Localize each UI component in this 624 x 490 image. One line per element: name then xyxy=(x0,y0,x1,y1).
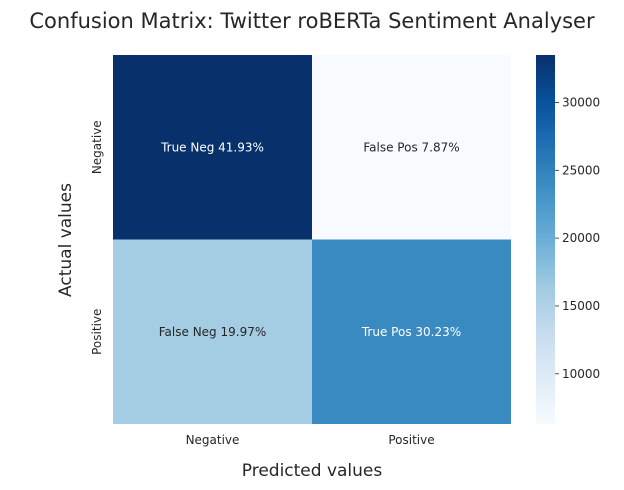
x-tick-label: Positive xyxy=(388,433,434,447)
heatmap-cell xyxy=(113,239,312,424)
x-tick-label: Negative xyxy=(186,433,240,447)
chart-title: Confusion Matrix: Twitter roBERTa Sentim… xyxy=(29,9,595,33)
cell-annotation: True Neg 41.93% xyxy=(160,140,264,154)
y-tick-label: Negative xyxy=(90,120,104,174)
heatmap-cell xyxy=(113,55,312,240)
y-axis-ticks: Negative Positive xyxy=(90,120,104,355)
colorbar-tick-label: 10000 xyxy=(562,367,600,381)
y-tick-label: Positive xyxy=(90,309,104,355)
heatmap-cell xyxy=(312,239,511,424)
cell-annotation: False Neg 19.97% xyxy=(159,325,266,339)
cell-annotation: True Pos 30.23% xyxy=(361,325,461,339)
y-axis-label: Actual values xyxy=(56,183,76,297)
heatmap-cell xyxy=(312,55,511,240)
colorbar xyxy=(536,55,555,424)
colorbar-tick-label: 30000 xyxy=(562,95,600,109)
x-axis-ticks: Negative Positive xyxy=(186,433,435,447)
colorbar-tick-label: 15000 xyxy=(562,299,600,313)
colorbar-tick-label: 20000 xyxy=(562,231,600,245)
heatmap-cells: True Neg 41.93% False Pos 7.87% False Neg … xyxy=(113,55,511,424)
colorbar-tick-label: 25000 xyxy=(562,163,600,177)
colorbar-ticks: 10000 15000 20000 25000 30000 xyxy=(555,95,600,381)
x-axis-label: Predicted values xyxy=(242,461,383,481)
cell-annotation: False Pos 7.87% xyxy=(363,140,459,154)
